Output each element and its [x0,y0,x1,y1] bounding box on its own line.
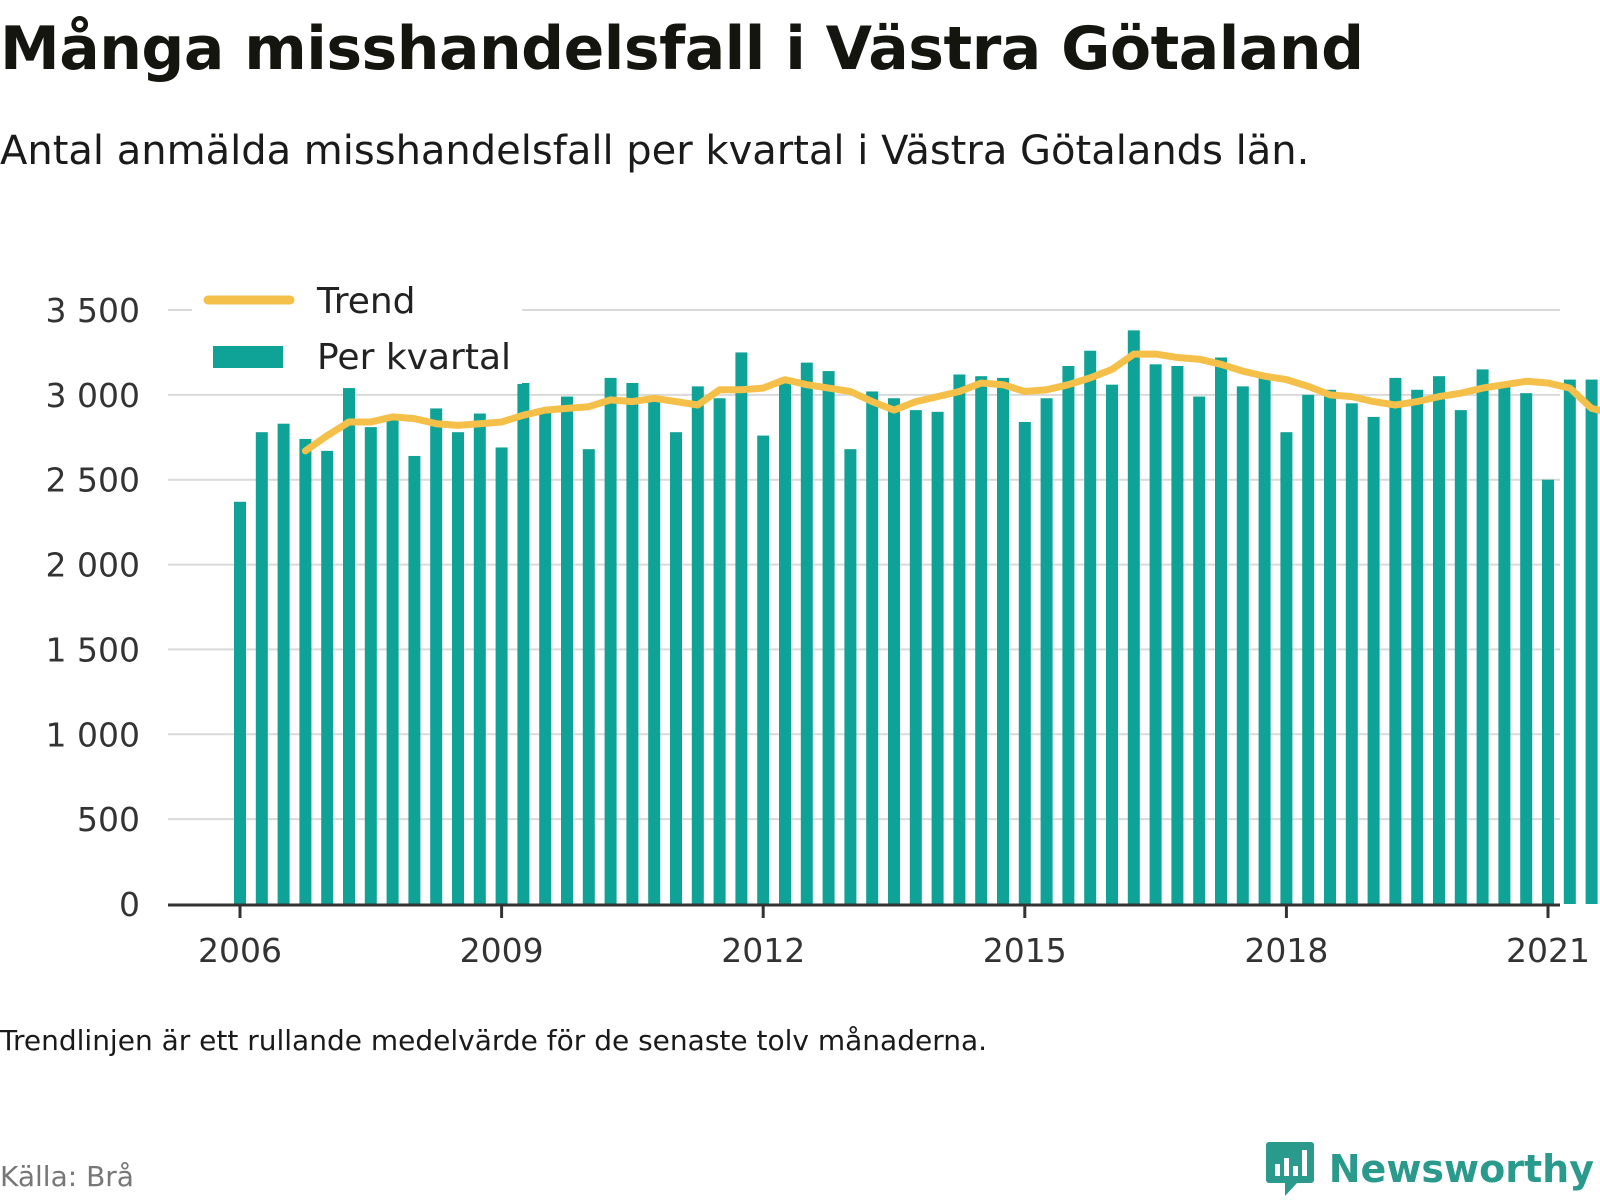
legend-bar-swatch [213,346,283,368]
bar [1215,357,1227,904]
bar [234,501,246,904]
source-credit: Källa: Brå [0,1160,134,1193]
bar [691,386,704,904]
trend-line [301,350,1600,455]
bar [1084,350,1097,904]
bar [931,411,944,904]
bar [1389,377,1402,904]
bar [888,398,900,904]
bar [1411,389,1424,904]
chart-subtitle: Antal anmälda misshandelsfall per kvarta… [0,128,1310,174]
bar [430,408,443,904]
y-tick-label: 1 500 [46,630,140,669]
brand-logo: Newsworthy [1265,1140,1594,1198]
bar [408,455,421,904]
bar [1542,479,1554,904]
bar [1454,410,1467,904]
bar [473,413,486,904]
x-tick-label: 2012 [721,931,805,970]
bar [953,374,966,904]
chart-title: Många misshandelsfall i Västra Götaland [0,14,1364,84]
trend-footnote: Trendlinjen är ett rullande medelvärde f… [0,1024,988,1057]
bars [234,330,1598,904]
bar [604,377,617,904]
bar [626,382,639,904]
bar [1585,379,1598,904]
bar [582,449,595,904]
bar [561,396,573,904]
bar [1171,366,1184,904]
brand-name: Newsworthy [1328,1147,1594,1191]
bar [1018,422,1031,904]
bar [670,432,682,904]
y-tick-label: 2 500 [46,461,140,500]
x-tick-label: 2018 [1244,931,1328,970]
bar [1236,386,1249,904]
bar [648,401,661,904]
bar [800,362,813,904]
bar [1498,386,1511,904]
bar [517,382,530,904]
y-tick-label: 2 000 [46,546,140,585]
bar [1193,396,1206,904]
x-tick-label: 2021 [1506,931,1590,970]
bar [822,371,835,904]
bar [1324,389,1336,904]
legend-bar-label: Per kvartal [317,337,511,378]
bar [1520,393,1533,904]
y-tick-label: 1 000 [46,715,140,754]
bar [277,423,290,904]
x-tick-label: 2015 [983,931,1067,970]
bar [1563,379,1576,904]
legend-trend-label: Trend [316,281,416,322]
x-tick-label: 2009 [460,931,544,970]
bar [779,377,791,904]
y-tick-label: 500 [77,800,140,839]
bar [844,449,857,904]
bar-chart: Trend Per kvartal 0 500 1 000 1 500 2 000 2 5… [45,278,1600,970]
legend: Trend Per kvartal [192,278,522,384]
bar [1345,403,1358,904]
newsworthy-logo-icon [1265,1142,1314,1196]
bar [1062,366,1075,904]
bar [1149,364,1162,904]
bar [343,388,355,904]
bar [386,416,399,904]
bar [255,432,268,904]
axes: 0 500 1 000 1 500 2 000 2 500 3 000 3 500 2006 20… [46,291,1590,970]
bar [539,411,552,904]
bar [1302,394,1315,904]
bar [909,410,922,904]
bar [735,352,748,904]
bar [975,376,988,904]
y-tick-label: 3 500 [46,291,140,330]
bar [1476,369,1489,904]
trend-line-group [301,350,1600,455]
bar [866,391,879,904]
bar [495,447,508,904]
bar [1127,330,1140,904]
y-tick-label: 0 [119,885,140,924]
bar [757,435,770,904]
y-tick-label: 3 000 [46,376,140,415]
bar [452,432,464,904]
bar [713,398,726,904]
bar [364,427,377,904]
bar [321,450,334,904]
bar [1258,377,1271,904]
bar [299,438,312,904]
bar [1106,384,1118,904]
bar [1367,416,1380,904]
bar [1280,432,1293,904]
bar [1040,398,1053,904]
bar [997,377,1009,904]
bar [1433,376,1445,904]
x-tick-label: 2006 [198,931,282,970]
